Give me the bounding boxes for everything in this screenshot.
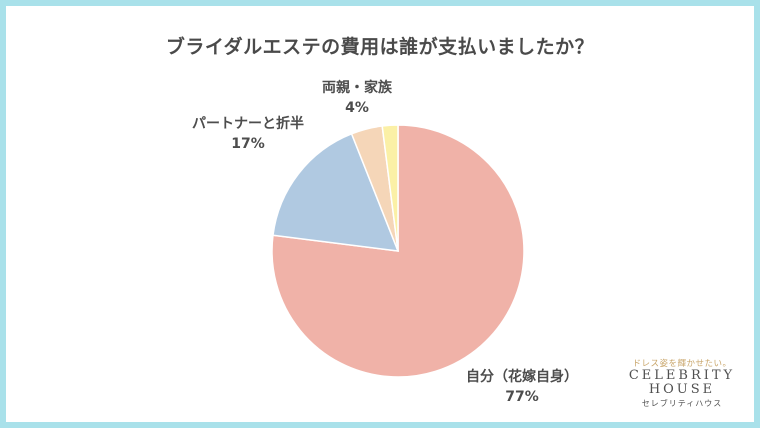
slice-label-self-value: 77%: [505, 389, 539, 405]
slice-label-self: 自分（花嫁自身） 77%: [452, 367, 592, 407]
slice-label-partner-category: パートナーと折半: [192, 116, 304, 132]
slice-label-family: 両親・家族 4%: [302, 78, 412, 118]
slice-label-family-value: 4%: [345, 100, 369, 116]
slice-label-family-category: 両親・家族: [322, 80, 392, 96]
pie-slice-other: [381, 124, 399, 252]
pie-slice-partner: [272, 132, 400, 252]
logo-tagline: ドレス姿を輝かせたい。: [632, 359, 732, 369]
slice-label-partner: パートナーと折半 17%: [178, 114, 318, 154]
slice-label-self-category: 自分（花嫁自身）: [466, 369, 578, 385]
logo-line2: HOUSE: [648, 382, 716, 397]
chart-title: ブライダルエステの費用は誰が支払いましたか？: [165, 36, 595, 58]
logo-sub: セレブリティハウス: [641, 399, 723, 408]
celebrity-house-logo: ドレス姿を輝かせたい。 CELEBRITY HOUSE セレブリティハウス: [612, 357, 752, 409]
logo-line1: CELEBRITY: [628, 368, 736, 383]
pie-slice-self: [271, 124, 525, 378]
slice-label-partner-value: 17%: [231, 136, 265, 152]
